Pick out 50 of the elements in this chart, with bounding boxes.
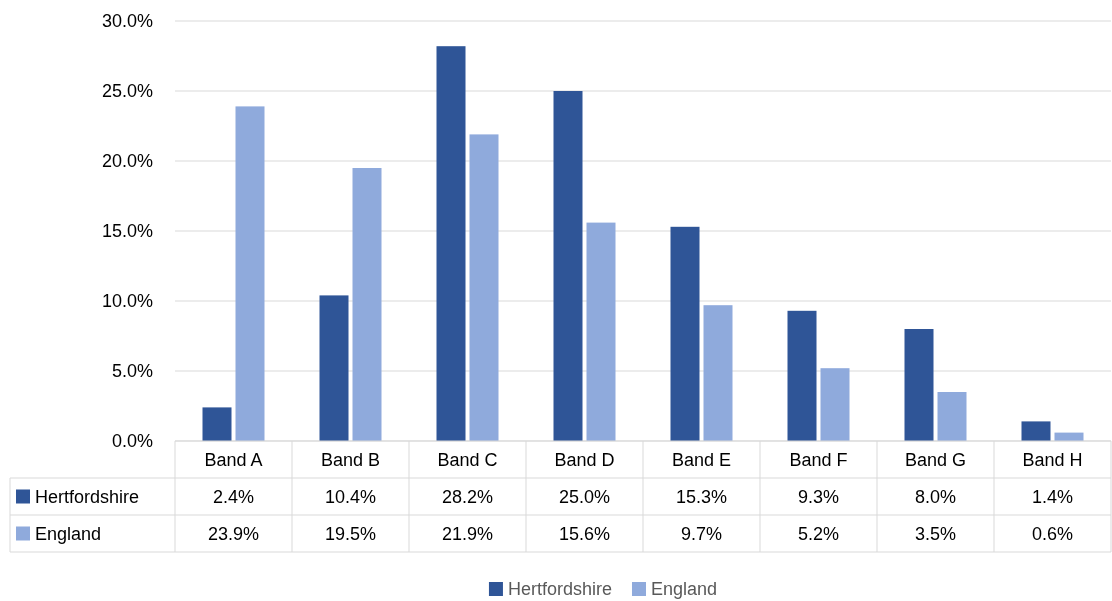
- legend-label: Hertfordshire: [35, 486, 140, 507]
- bar: [703, 305, 733, 441]
- bar: [469, 134, 499, 441]
- text: Hertfordshire: [507, 579, 612, 599]
- y-tick-label: 25.0%: [101, 81, 153, 102]
- x-tick-label: Band A: [204, 449, 263, 470]
- data-label: 19.5%: [324, 523, 377, 544]
- bar: [235, 106, 265, 441]
- bar: [670, 226, 700, 441]
- data-label: 25.0%: [558, 486, 611, 507]
- bar: [319, 295, 349, 441]
- data-label: 9.7%: [680, 523, 723, 544]
- y-tick-label: 0.0%: [111, 431, 153, 452]
- bar: [787, 310, 817, 441]
- y-tick-label: 15.0%: [101, 221, 153, 242]
- bar: [820, 368, 850, 441]
- data-label: 15.3%: [675, 486, 728, 507]
- x-tick-label: Band H: [1022, 449, 1083, 470]
- data-label: 23.9%: [207, 523, 260, 544]
- bar: [904, 329, 934, 441]
- data-label: 1.4%: [1031, 486, 1074, 507]
- x-tick-label: Band C: [437, 449, 498, 470]
- x-tick-label: Band B: [320, 449, 381, 470]
- data-label: 9.3%: [797, 486, 840, 507]
- data-label: 10.4%: [324, 486, 377, 507]
- x-tick-label: Band G: [904, 449, 967, 470]
- data-label: 2.4%: [212, 486, 255, 507]
- text: England: [35, 523, 102, 544]
- legend-label: England: [650, 579, 718, 599]
- bar: [553, 91, 583, 441]
- data-label: 28.2%: [441, 486, 494, 507]
- x-tick-label: Band D: [554, 449, 615, 470]
- bar: [352, 168, 382, 441]
- bar: [586, 222, 616, 441]
- bar: [436, 46, 466, 441]
- bar: [1021, 421, 1051, 441]
- bar: [937, 392, 967, 441]
- data-label: 0.6%: [1031, 523, 1074, 544]
- y-tick-label: 10.0%: [101, 291, 153, 312]
- data-label: 8.0%: [914, 486, 957, 507]
- x-tick-label: Band E: [671, 449, 732, 470]
- data-label: 21.9%: [441, 523, 494, 544]
- y-tick-label: 5.0%: [111, 361, 153, 382]
- data-label: 15.6%: [558, 523, 611, 544]
- x-tick-label: Band F: [789, 449, 848, 470]
- y-tick-label: 30.0%: [101, 11, 153, 32]
- bar: [202, 407, 232, 441]
- data-label: 5.2%: [797, 523, 840, 544]
- y-tick-label: 20.0%: [101, 151, 153, 172]
- data-label: 3.5%: [914, 523, 957, 544]
